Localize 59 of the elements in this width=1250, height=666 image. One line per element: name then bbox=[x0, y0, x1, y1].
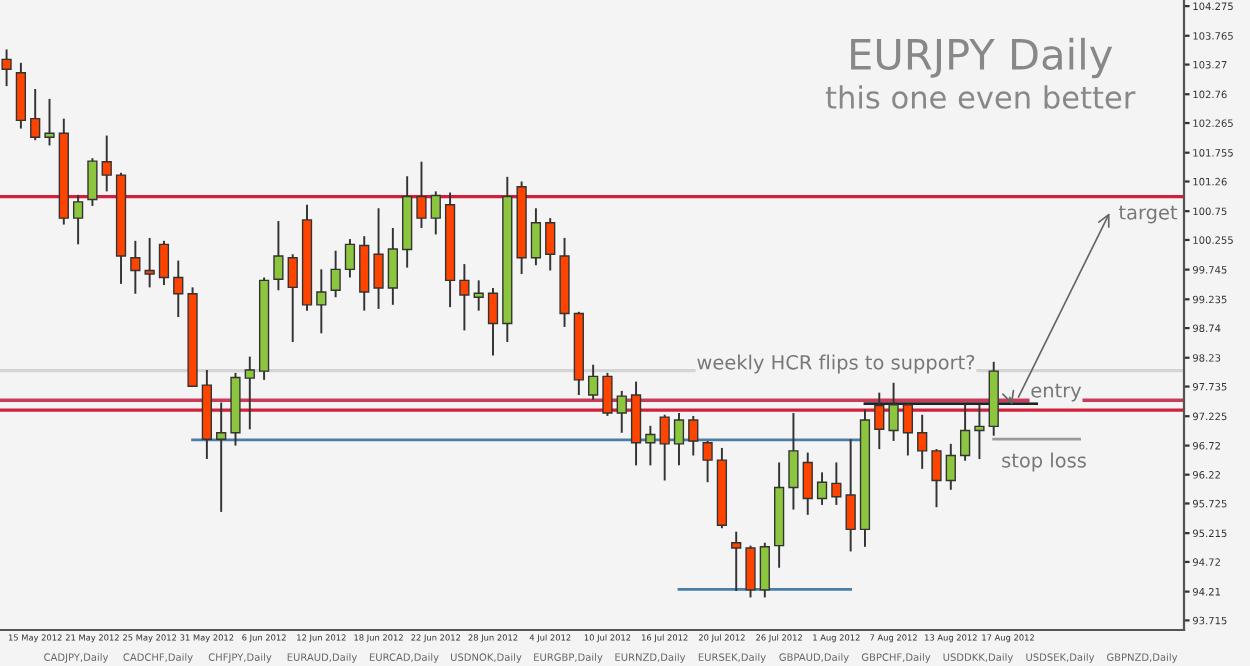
candlestick bbox=[702, 439, 713, 484]
candlestick bbox=[945, 442, 956, 491]
candlestick bbox=[30, 88, 41, 142]
candlestick bbox=[931, 448, 942, 509]
candlestick bbox=[144, 236, 155, 289]
candlestick bbox=[530, 207, 542, 267]
candlestick bbox=[917, 413, 928, 470]
candlestick bbox=[173, 259, 184, 319]
candlestick bbox=[344, 238, 356, 279]
candlestick bbox=[688, 414, 699, 457]
candlestick bbox=[72, 193, 84, 246]
candlestick bbox=[216, 401, 227, 513]
text: this one even better bbox=[825, 85, 1136, 109]
candlestick bbox=[902, 402, 914, 457]
candlestick bbox=[602, 371, 613, 417]
candlestick bbox=[473, 279, 484, 312]
candlestick bbox=[816, 471, 828, 506]
candlestick bbox=[588, 363, 599, 401]
candlestick bbox=[87, 157, 98, 207]
candlestick bbox=[430, 190, 441, 236]
candlestick bbox=[630, 380, 642, 467]
annotation: weekly HCR flips to support? bbox=[697, 354, 975, 374]
candlestick bbox=[888, 381, 899, 442]
candlestick bbox=[959, 403, 971, 462]
candlestick bbox=[244, 355, 255, 431]
candlestick bbox=[158, 239, 170, 287]
candlestick bbox=[15, 61, 27, 130]
candlestick bbox=[616, 389, 627, 434]
candlestick bbox=[101, 134, 112, 193]
candlestick bbox=[659, 413, 670, 482]
candlestick bbox=[673, 412, 685, 467]
candlestick bbox=[273, 220, 284, 292]
candlestick bbox=[330, 249, 341, 299]
candlestick bbox=[759, 541, 770, 599]
candlestick bbox=[130, 239, 141, 295]
candlestick bbox=[545, 217, 556, 272]
candlestick bbox=[874, 391, 885, 451]
candlestick bbox=[287, 253, 298, 344]
candlestick bbox=[974, 403, 985, 460]
candlestick bbox=[831, 461, 842, 506]
text: target bbox=[1118, 205, 1178, 224]
annotation: stop loss bbox=[1002, 452, 1086, 472]
candlestick bbox=[387, 227, 398, 306]
text: EURJPY Daily bbox=[851, 37, 1113, 79]
annotation: entry bbox=[1031, 383, 1082, 402]
candlestick bbox=[802, 451, 813, 516]
candlestick bbox=[416, 160, 427, 229]
candlestick bbox=[459, 263, 470, 332]
candlestick bbox=[645, 424, 656, 467]
candlestick bbox=[359, 235, 370, 312]
candlestick bbox=[845, 438, 856, 553]
candlestick bbox=[745, 544, 756, 599]
candlestick bbox=[316, 268, 327, 335]
candlestick bbox=[373, 207, 384, 310]
candlestick bbox=[1, 48, 12, 88]
candlestick bbox=[788, 412, 799, 511]
candlestick bbox=[487, 286, 499, 357]
candlestick bbox=[731, 530, 742, 592]
candlestick bbox=[44, 97, 55, 147]
